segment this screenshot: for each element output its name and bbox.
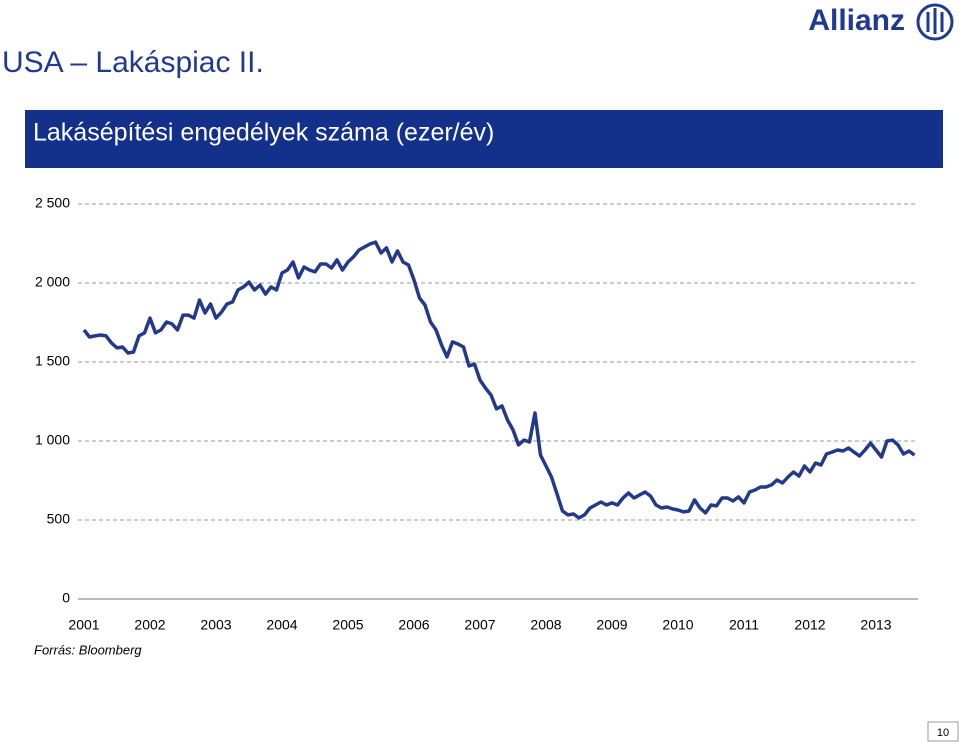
chart-banner	[25, 110, 943, 168]
x-tick-label: 2002	[134, 617, 165, 633]
data-line	[82, 240, 916, 520]
chart-title: Lakásépítési engedélyek száma (ezer/év)	[33, 119, 494, 147]
x-tick-label: 2009	[596, 617, 627, 633]
logo-emblem	[916, 3, 954, 41]
source: Forrás: Bloomberg	[34, 642, 142, 657]
page-box	[927, 721, 959, 742]
x-tick-label: 2008	[530, 617, 561, 633]
x-tick-label: 2001	[68, 617, 99, 633]
x-tick-label: 2010	[662, 617, 693, 633]
y-tick-label: 2 000	[35, 274, 70, 290]
x-tick-label: 2011	[729, 617, 759, 633]
y-tick-label: 1 000	[35, 432, 70, 448]
x-tick-label: 2003	[200, 617, 231, 633]
y-tick-label: 2 500	[35, 195, 70, 211]
logo: Allianz	[808, 4, 905, 37]
x-tick-label: 2007	[464, 617, 495, 633]
x-tick-label: 2005	[332, 617, 363, 633]
y-tick-label: 1 500	[35, 353, 70, 369]
page-number: 10	[937, 727, 949, 739]
y-tick-label: 500	[47, 511, 71, 527]
slide-title: USA – Lakáspiac II.	[2, 46, 264, 79]
y-tick-label: 0	[62, 590, 70, 606]
x-tick-label: 2004	[266, 617, 297, 633]
x-tick-label: 2013	[860, 617, 891, 633]
x-tick-label: 2012	[794, 617, 825, 633]
x-tick-label: 2006	[398, 617, 429, 633]
